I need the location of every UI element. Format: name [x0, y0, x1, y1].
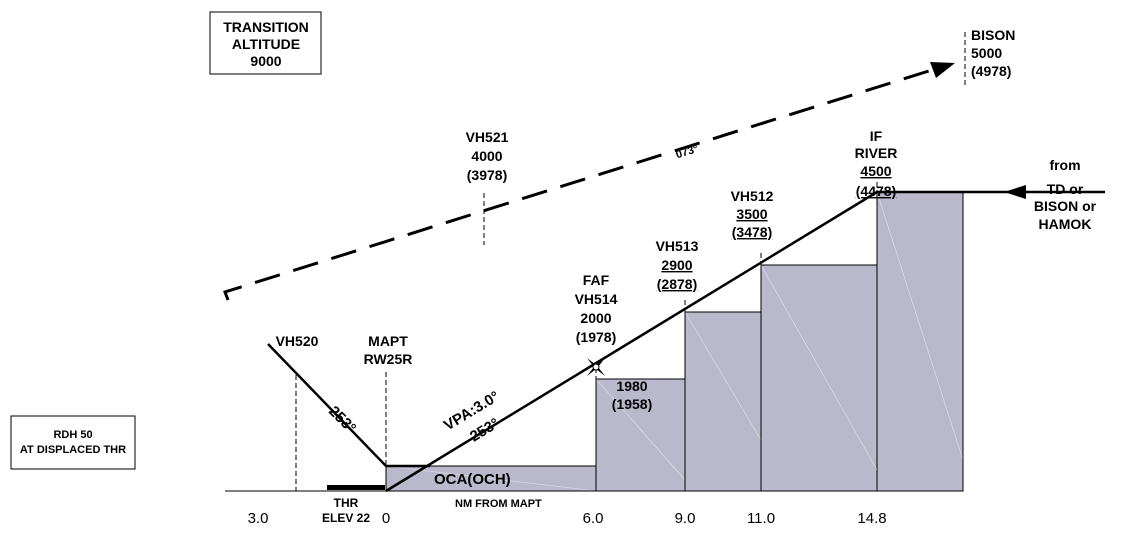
from-line2: TD or	[1047, 181, 1084, 197]
transition-line3: 9000	[250, 53, 281, 69]
rdh-line2: AT DISPLACED THR	[20, 444, 126, 456]
vh521-alt: 4000	[471, 148, 502, 164]
obstacle-clearance-steps	[385, 191, 964, 492]
vh513-name: VH513	[656, 238, 699, 254]
nm-from-mapt: NM FROM MAPT	[455, 498, 542, 510]
step-height: (1958)	[612, 396, 652, 412]
vh512-height: (3478)	[732, 224, 772, 240]
mapt-line1: MAPT	[368, 333, 408, 349]
faf-line1: FAF	[583, 272, 610, 288]
vh521-name: VH521	[466, 129, 509, 145]
distance-tick: 0	[382, 510, 390, 527]
initial-descent-leg	[267, 343, 430, 468]
vh520-name: VH520	[276, 333, 319, 349]
vh521-height: (3978)	[467, 167, 507, 183]
if-line2: RIVER	[855, 145, 898, 161]
vh513-height: (2878)	[657, 276, 697, 292]
rdh-box	[10, 415, 136, 470]
mapt-line2: RW25R	[364, 351, 413, 367]
transition-line2: ALTITUDE	[232, 36, 300, 52]
thr-line1: THR	[334, 496, 359, 510]
step-alt: 1980	[616, 378, 647, 394]
missed-track-label: 073°	[674, 143, 699, 161]
bison-name: BISON	[971, 27, 1015, 43]
inbound-arrowhead	[1004, 185, 1026, 199]
step-area-vh512-if	[760, 264, 878, 492]
missed-approach-track	[223, 68, 933, 301]
vh513-alt: 2900	[661, 257, 692, 273]
faf-line2: VH514	[575, 291, 618, 307]
fix-reference-lines	[295, 32, 966, 491]
faf-height: (1978)	[576, 329, 616, 345]
distance-tick: 11.0	[747, 510, 775, 527]
vertical-path-line	[385, 190, 878, 493]
if-height: (4478)	[856, 183, 896, 199]
from-line1: from	[1049, 157, 1080, 173]
distance-tick: 14.8	[857, 510, 886, 527]
transition-altitude-box	[209, 11, 322, 75]
thr-line2: ELEV 22	[322, 511, 370, 525]
from-line4: HAMOK	[1039, 216, 1092, 232]
oca-label: OCA(OCH)	[434, 471, 511, 488]
bison-height: (4978)	[971, 63, 1011, 79]
missed-approach-arrowhead	[930, 62, 955, 78]
distance-tick: 3.0	[248, 510, 269, 527]
from-line3: BISON or	[1034, 198, 1097, 214]
transition-line1: TRANSITION	[223, 19, 309, 35]
step-area-if-end	[876, 191, 964, 492]
rdh-line1: RDH 50	[53, 429, 92, 441]
vh512-alt: 3500	[736, 206, 767, 222]
faf-alt: 2000	[580, 310, 611, 326]
distance-tick: 9.0	[675, 510, 696, 527]
vh512-name: VH512	[731, 188, 774, 204]
distance-tick: 6.0	[583, 510, 604, 527]
step-area-vh513-vh512	[684, 311, 762, 492]
threshold-bar	[327, 485, 385, 490]
if-alt: 4500	[860, 163, 891, 179]
step-area-faf-vh513	[595, 378, 686, 492]
if-line1: IF	[870, 128, 883, 144]
faf-cross-icon	[587, 358, 605, 376]
bison-alt: 5000	[971, 45, 1002, 61]
